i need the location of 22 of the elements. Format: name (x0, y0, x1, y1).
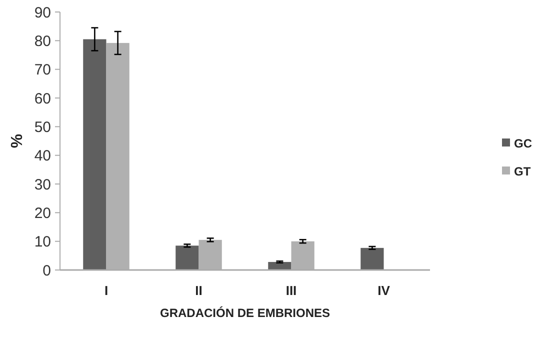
x-tick-label: III (286, 283, 297, 298)
y-tick-label: 30 (34, 176, 51, 194)
bar (176, 246, 199, 270)
y-tick-label: 50 (34, 118, 51, 136)
bar (83, 39, 106, 270)
legend-label: GC (514, 136, 532, 151)
y-tick-label: 60 (34, 90, 51, 108)
x-tick-label: IV (378, 283, 390, 298)
legend-label: GT (514, 164, 532, 179)
x-tick-label: I (104, 283, 108, 298)
bar (268, 262, 292, 270)
y-tick-label: 90 (34, 4, 51, 22)
y-tick-label: 40 (34, 148, 51, 165)
y-tick-label: 20 (34, 204, 51, 222)
x-axis-title: GRADACIÓN DE EMBRIONES (160, 306, 330, 320)
x-tick-label: II (195, 283, 202, 298)
y-axis-title: % (9, 134, 26, 148)
y-tick-label: 70 (34, 62, 51, 79)
y-tick-label: 0 (42, 262, 51, 280)
y-tick-label: 10 (34, 234, 51, 251)
bar (360, 248, 384, 270)
y-tick-label: 80 (34, 32, 51, 50)
